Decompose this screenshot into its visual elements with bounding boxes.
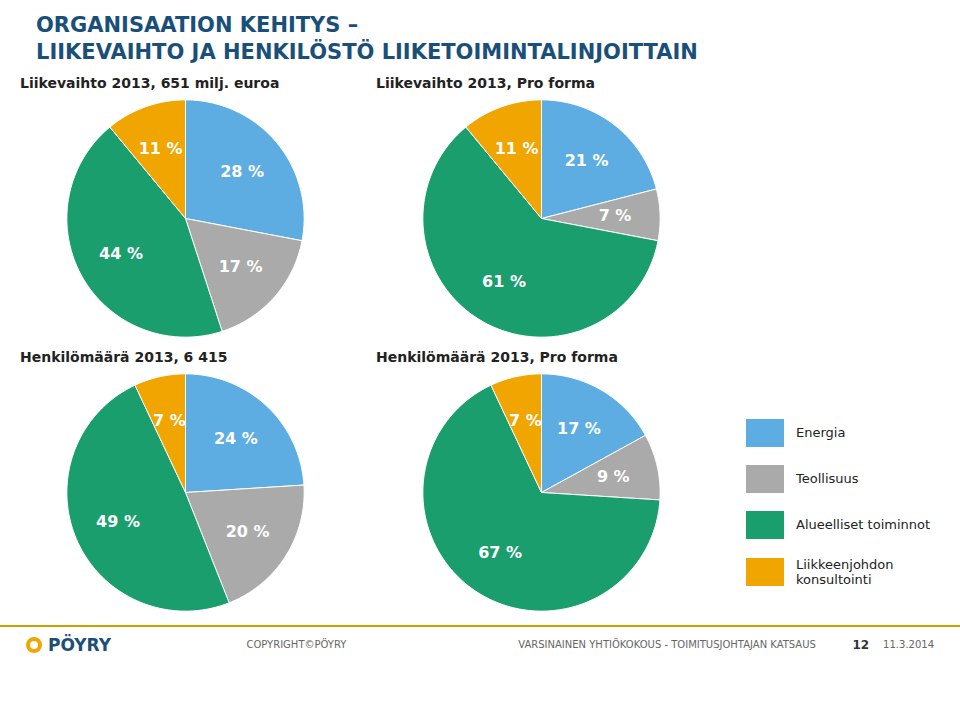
html-text:Liikkeenjohdon konsultointi: Liikkeenjohdon konsultointi (796, 556, 894, 587)
svg-text:17 %: 17 % (219, 257, 263, 276)
html-text:Teollisuus: Teollisuus (796, 471, 859, 487)
html-text:Alueelliset toiminnot: Alueelliset toiminnot (796, 517, 930, 533)
html-text:Henkilömäärä 2013, Pro forma: Henkilömäärä 2013, Pro forma (376, 348, 618, 365)
svg-text:49 %: 49 % (96, 511, 140, 530)
html-text:ORGANISAATION KEHITYS – LIIKEV: ORGANISAATION KEHITYS – LIIKEVAIHTO JA H… (36, 13, 698, 65)
html-text:COPYRIGHT©PÖYRY: COPYRIGHT©PÖYRY (246, 639, 347, 651)
svg-text:17 %: 17 % (557, 419, 601, 438)
svg-text:24 %: 24 % (214, 429, 258, 448)
html-text:Henkilömäärä 2013, 6 415: Henkilömäärä 2013, 6 415 (20, 348, 228, 365)
svg-text:21 %: 21 % (565, 150, 609, 169)
svg-text:7 %: 7 % (153, 410, 186, 429)
svg-text:20 %: 20 % (226, 522, 270, 541)
html-text:11.3.2014: 11.3.2014 (883, 639, 934, 651)
html-text:Liikevaihto 2013, 651 milj. eu: Liikevaihto 2013, 651 milj. euroa (20, 74, 280, 91)
svg-text:61 %: 61 % (482, 272, 526, 291)
svg-text:9 %: 9 % (597, 466, 630, 485)
svg-text:11 %: 11 % (495, 139, 539, 158)
svg-text:7 %: 7 % (599, 206, 632, 225)
svg-text:67 %: 67 % (478, 543, 522, 562)
html-text:Liikevaihto 2013, Pro forma: Liikevaihto 2013, Pro forma (376, 74, 595, 91)
html-text:Energia: Energia (796, 425, 846, 441)
svg-text:7 %: 7 % (509, 410, 542, 429)
html-text:VARSINAINEN YHTIÖKOKOUS - TOIM: VARSINAINEN YHTIÖKOKOUS - TOIMITUSJOHTAJ… (518, 639, 816, 651)
html-text:PÖYRY: PÖYRY (48, 634, 112, 655)
svg-text:28 %: 28 % (220, 161, 264, 180)
svg-text:11 %: 11 % (139, 139, 183, 158)
svg-text:44 %: 44 % (99, 244, 143, 263)
html-text:12: 12 (852, 637, 870, 652)
